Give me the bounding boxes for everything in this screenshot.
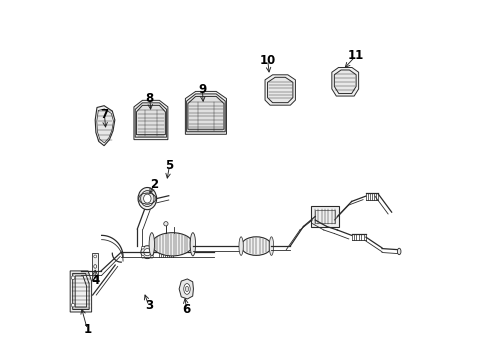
Polygon shape xyxy=(73,273,89,310)
Text: 8: 8 xyxy=(145,92,154,105)
Polygon shape xyxy=(136,105,165,135)
Ellipse shape xyxy=(239,237,243,255)
Circle shape xyxy=(141,246,144,249)
Text: 2: 2 xyxy=(150,178,158,191)
Text: 3: 3 xyxy=(144,299,153,312)
Ellipse shape xyxy=(190,233,195,256)
FancyBboxPatch shape xyxy=(201,100,210,108)
Ellipse shape xyxy=(185,286,188,292)
Circle shape xyxy=(150,255,153,258)
Text: 7: 7 xyxy=(100,108,108,121)
Polygon shape xyxy=(334,70,355,94)
Circle shape xyxy=(94,275,97,278)
Polygon shape xyxy=(135,103,166,137)
Ellipse shape xyxy=(94,265,97,268)
Ellipse shape xyxy=(149,233,154,256)
Circle shape xyxy=(141,246,153,258)
Text: 9: 9 xyxy=(198,84,206,96)
Text: 10: 10 xyxy=(259,54,275,67)
Ellipse shape xyxy=(269,237,273,255)
FancyBboxPatch shape xyxy=(310,206,339,227)
Polygon shape xyxy=(264,75,295,105)
Polygon shape xyxy=(331,67,358,96)
Circle shape xyxy=(163,222,168,226)
Text: 5: 5 xyxy=(165,159,173,172)
Circle shape xyxy=(141,255,144,258)
Polygon shape xyxy=(179,279,193,299)
Polygon shape xyxy=(92,253,98,280)
Text: 11: 11 xyxy=(347,49,364,62)
Text: 4: 4 xyxy=(91,274,99,287)
Ellipse shape xyxy=(397,248,400,255)
Polygon shape xyxy=(75,276,86,307)
Circle shape xyxy=(94,255,97,258)
Polygon shape xyxy=(185,91,226,134)
Circle shape xyxy=(150,246,153,249)
Ellipse shape xyxy=(183,284,190,294)
Polygon shape xyxy=(95,106,115,146)
Polygon shape xyxy=(134,100,167,140)
Polygon shape xyxy=(187,96,224,129)
Polygon shape xyxy=(186,94,225,132)
Circle shape xyxy=(143,249,151,256)
Circle shape xyxy=(71,276,75,280)
Text: 1: 1 xyxy=(83,323,91,336)
Circle shape xyxy=(71,303,75,307)
Ellipse shape xyxy=(241,237,271,255)
Polygon shape xyxy=(97,109,113,143)
Ellipse shape xyxy=(138,188,156,210)
Polygon shape xyxy=(70,271,91,312)
Ellipse shape xyxy=(151,233,192,256)
Ellipse shape xyxy=(141,190,154,207)
Polygon shape xyxy=(267,77,292,103)
Ellipse shape xyxy=(143,194,151,203)
Text: 6: 6 xyxy=(182,303,190,316)
